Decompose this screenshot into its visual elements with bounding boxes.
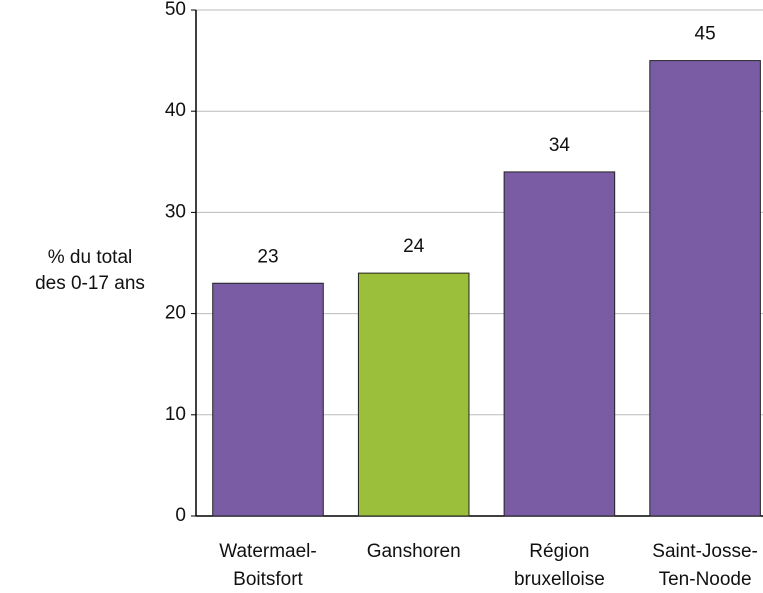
y-tick-label: 30: [165, 201, 186, 222]
bar: [649, 60, 761, 517]
y-tick-label: 40: [165, 100, 186, 121]
value-label: 23: [257, 246, 278, 267]
y-tick-label: 10: [165, 404, 186, 425]
value-label: 34: [549, 135, 571, 156]
x-tick-label: Saint-Josse-: [652, 541, 758, 562]
y-tick-label: 20: [165, 303, 186, 324]
y-tick-label: 50: [165, 0, 186, 20]
y-axis-label: % du total: [48, 247, 133, 268]
y-axis-label: des 0-17 ans: [35, 273, 145, 294]
x-tick-label: Ten-Noode: [659, 569, 752, 590]
bar: [212, 282, 324, 517]
value-label: 45: [695, 24, 716, 45]
x-tick-label: Ganshoren: [367, 541, 461, 562]
bar: [357, 272, 470, 517]
x-tick-label: Région: [529, 541, 589, 562]
x-tick-label: Watermael-: [219, 541, 316, 562]
x-tick-label: Boitsfort: [233, 569, 303, 590]
x-tick-label: bruxelloise: [514, 569, 605, 590]
bar: [503, 171, 616, 517]
value-label: 24: [403, 236, 425, 257]
y-tick-label: 0: [175, 505, 186, 526]
